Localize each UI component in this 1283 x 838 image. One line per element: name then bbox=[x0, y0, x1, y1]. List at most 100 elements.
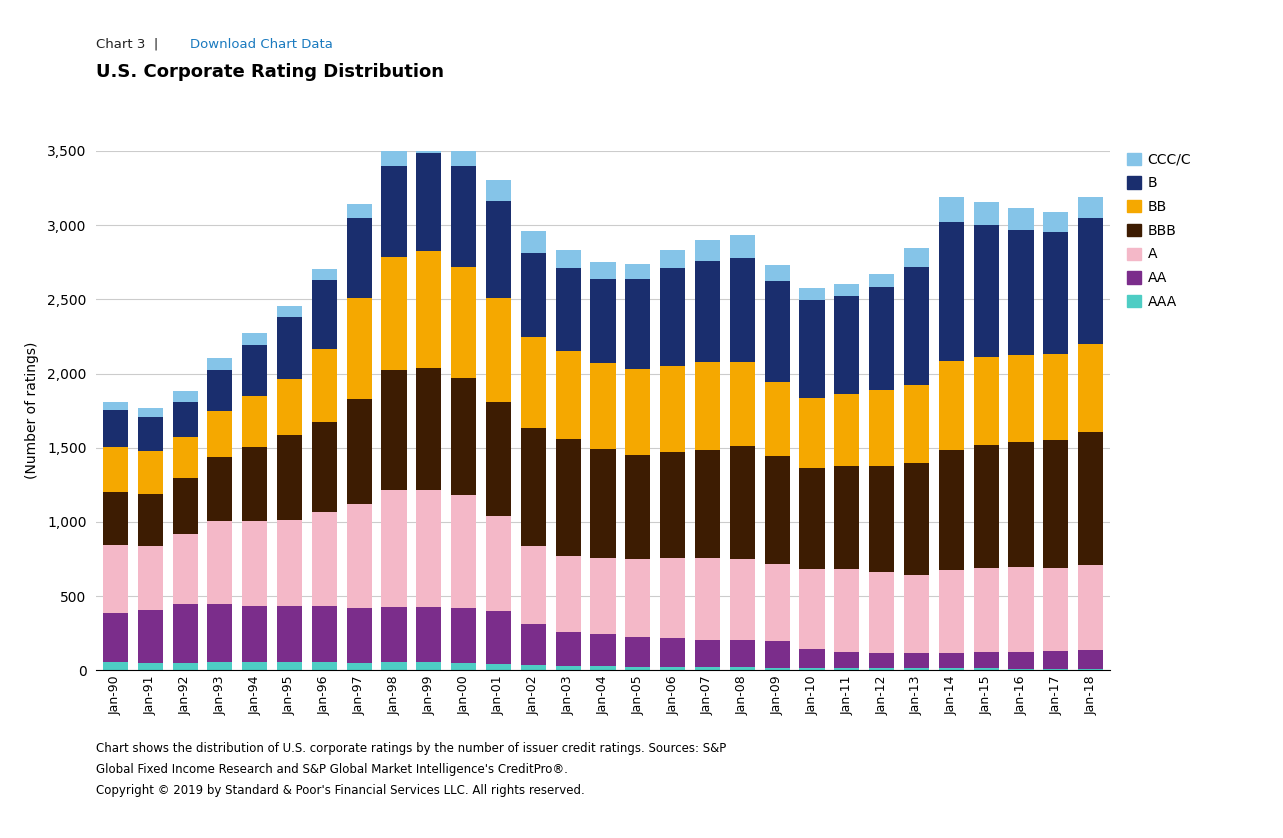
Bar bbox=[312, 606, 337, 662]
Bar bbox=[905, 267, 929, 385]
Bar bbox=[452, 663, 476, 670]
Bar bbox=[208, 411, 232, 458]
Bar bbox=[765, 668, 790, 670]
Bar bbox=[103, 410, 128, 447]
Bar bbox=[765, 265, 790, 281]
Bar bbox=[661, 557, 685, 639]
Bar bbox=[172, 534, 198, 603]
Bar bbox=[452, 608, 476, 663]
Bar bbox=[625, 278, 650, 369]
Bar bbox=[486, 516, 511, 611]
Bar bbox=[939, 669, 964, 670]
Text: Chart 3  |: Chart 3 | bbox=[96, 38, 167, 51]
Bar bbox=[312, 512, 337, 606]
Bar bbox=[869, 390, 894, 466]
Bar bbox=[625, 369, 650, 455]
Bar bbox=[939, 197, 964, 221]
Bar bbox=[625, 637, 650, 667]
Bar bbox=[452, 266, 476, 378]
Bar bbox=[661, 366, 685, 453]
Text: U.S. Corporate Rating Distribution: U.S. Corporate Rating Distribution bbox=[96, 63, 444, 80]
Bar bbox=[939, 450, 964, 571]
Bar bbox=[939, 361, 964, 450]
Bar bbox=[452, 166, 476, 266]
Bar bbox=[625, 264, 650, 278]
Bar bbox=[346, 504, 372, 608]
Bar bbox=[556, 268, 581, 351]
Bar bbox=[799, 398, 825, 468]
Bar bbox=[730, 640, 754, 667]
Bar bbox=[312, 269, 337, 280]
Bar bbox=[834, 652, 860, 668]
Bar bbox=[486, 611, 511, 664]
Bar bbox=[556, 556, 581, 632]
Bar bbox=[695, 362, 720, 450]
Bar bbox=[974, 202, 998, 225]
Bar bbox=[799, 668, 825, 670]
Bar bbox=[521, 252, 545, 337]
Bar bbox=[905, 463, 929, 575]
Bar bbox=[834, 668, 860, 670]
Text: Download Chart Data: Download Chart Data bbox=[190, 38, 332, 51]
Bar bbox=[695, 640, 720, 667]
Bar bbox=[590, 278, 616, 363]
Bar bbox=[905, 385, 929, 463]
Bar bbox=[869, 274, 894, 287]
Bar bbox=[869, 466, 894, 572]
Bar bbox=[242, 334, 267, 345]
Bar bbox=[242, 521, 267, 606]
Bar bbox=[590, 634, 616, 666]
Bar bbox=[521, 231, 545, 252]
Bar bbox=[208, 604, 232, 662]
Bar bbox=[416, 251, 441, 369]
Bar bbox=[137, 408, 163, 417]
Bar bbox=[1043, 440, 1069, 567]
Bar bbox=[521, 665, 545, 670]
Bar bbox=[625, 667, 650, 670]
Bar bbox=[172, 437, 198, 478]
Bar bbox=[277, 606, 302, 662]
Bar bbox=[730, 559, 754, 640]
Bar bbox=[765, 564, 790, 641]
Bar bbox=[521, 546, 545, 623]
Bar bbox=[765, 456, 790, 564]
Bar bbox=[1008, 354, 1034, 442]
Bar bbox=[137, 609, 163, 663]
Bar bbox=[416, 608, 441, 662]
Bar bbox=[905, 248, 929, 267]
Bar bbox=[103, 492, 128, 545]
Bar bbox=[625, 455, 650, 559]
Bar bbox=[590, 262, 616, 278]
Bar bbox=[381, 662, 407, 670]
Bar bbox=[1008, 652, 1034, 669]
Legend: CCC/C, B, BB, BBB, A, AA, AAA: CCC/C, B, BB, BBB, A, AA, AAA bbox=[1126, 153, 1192, 309]
Bar bbox=[1008, 442, 1034, 567]
Bar bbox=[905, 654, 929, 668]
Bar bbox=[277, 435, 302, 520]
Bar bbox=[172, 663, 198, 670]
Bar bbox=[695, 450, 720, 558]
Bar bbox=[869, 654, 894, 668]
Bar bbox=[1078, 566, 1103, 650]
Bar bbox=[172, 391, 198, 401]
Bar bbox=[556, 632, 581, 666]
Bar bbox=[486, 297, 511, 401]
Bar bbox=[799, 649, 825, 668]
Bar bbox=[1078, 197, 1103, 218]
Bar bbox=[208, 521, 232, 604]
Bar bbox=[242, 606, 267, 662]
Bar bbox=[137, 546, 163, 609]
Bar bbox=[381, 608, 407, 662]
Bar bbox=[765, 641, 790, 668]
Bar bbox=[416, 153, 441, 251]
Bar bbox=[799, 468, 825, 569]
Bar bbox=[416, 369, 441, 490]
Bar bbox=[1008, 669, 1034, 670]
Bar bbox=[486, 201, 511, 297]
Bar bbox=[730, 667, 754, 670]
Bar bbox=[1043, 651, 1069, 669]
Bar bbox=[730, 447, 754, 559]
Bar bbox=[556, 439, 581, 556]
Bar bbox=[590, 363, 616, 449]
Bar bbox=[103, 402, 128, 410]
